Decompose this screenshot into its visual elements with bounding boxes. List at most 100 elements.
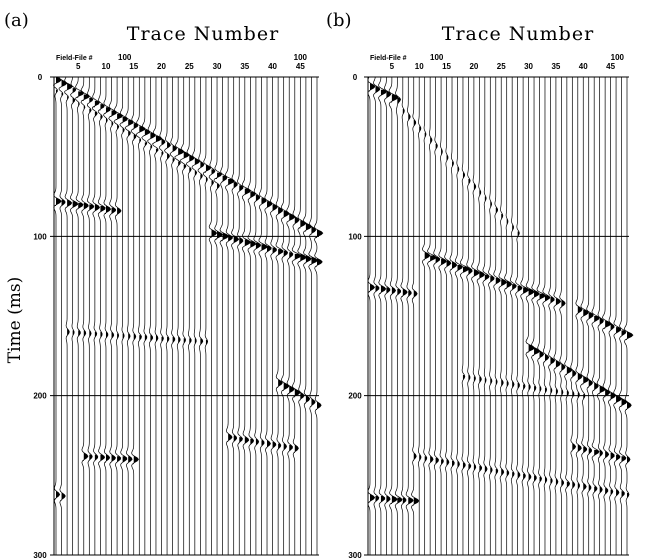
trace-12 [427, 77, 437, 555]
trace-46 [302, 77, 313, 555]
trace-fill-29 [209, 169, 217, 238]
trace-45 [607, 77, 617, 555]
trace-fill-29 [522, 287, 529, 481]
trace-24 [493, 77, 501, 555]
trace-fill-16 [450, 161, 457, 468]
trace-17 [141, 77, 151, 555]
trace-35 [241, 77, 251, 555]
trace-fill-21 [477, 190, 485, 473]
trace-fill-28 [203, 164, 211, 345]
x-tick-label: 25 [185, 62, 194, 71]
trace-20 [158, 77, 166, 555]
trace-39 [575, 77, 583, 555]
trace-40 [270, 77, 278, 555]
trace-43 [286, 77, 296, 555]
trace-7 [86, 77, 95, 555]
trace-fill-30 [526, 288, 535, 481]
trace-10 [418, 77, 422, 555]
x-tick-label: 15 [442, 62, 451, 71]
trace-fill-15 [132, 123, 139, 465]
trace-fill-39 [576, 306, 583, 490]
trace-33 [542, 77, 551, 555]
x-tick-label: 45 [296, 62, 305, 71]
x-tick-label: 25 [497, 62, 506, 71]
field-file-label: Field-File # [370, 55, 407, 62]
trace-fill-38 [571, 370, 577, 489]
x-tick-label: 40 [268, 62, 277, 71]
trace-fill-7 [401, 108, 408, 505]
y-tick-label: 200 [348, 392, 362, 401]
trace-fill-25 [188, 155, 195, 345]
trace-1 [53, 76, 62, 555]
trace-30 [525, 77, 536, 555]
trace-fill-30 [214, 172, 223, 240]
y-tick-label: 0 [38, 73, 43, 82]
trace-28 [515, 77, 523, 555]
trace-44 [602, 77, 612, 555]
trace-10 [103, 77, 112, 555]
x-tick-labels: 5 10 15 20 25 30 35 40 45 [76, 62, 305, 71]
trace-fill-1 [54, 77, 62, 500]
trace-2 [373, 76, 381, 555]
field-file-value: 100 [118, 53, 132, 62]
x-tick-label: 40 [579, 62, 588, 71]
trace-25 [186, 77, 195, 555]
x-tick-label: 15 [129, 62, 138, 71]
trace-fill-13 [120, 116, 128, 463]
wiggle-traces [364, 76, 634, 556]
trace-fill-27 [511, 225, 517, 479]
trace-fill-48 [315, 229, 323, 411]
trace-44 [291, 77, 302, 555]
trace-fill-31 [220, 175, 229, 242]
trace-41 [586, 77, 594, 555]
trace-fill-6 [81, 94, 90, 461]
trace-25 [498, 77, 507, 555]
field-file-end-value: 100 [294, 53, 308, 62]
trace-14 [438, 77, 447, 555]
trace-8 [405, 77, 414, 555]
y-tick-labels: 0 100 200 300 [33, 73, 47, 559]
trace-fill-26 [505, 218, 512, 477]
x-tick-label: 5 [76, 62, 81, 71]
trace-fill-8 [407, 113, 414, 505]
trace-32 [536, 77, 546, 555]
trace-26 [191, 77, 201, 555]
field-file-end-value: 100 [611, 53, 625, 62]
trace-38 [258, 77, 268, 555]
trace-48 [623, 77, 634, 555]
trace-47 [618, 77, 628, 555]
trace-48 [314, 77, 324, 555]
trace-fill-3 [65, 83, 73, 337]
y-axis-label: Time (ms) [5, 277, 25, 363]
x-tick-label: 35 [240, 62, 249, 71]
trace-fill-37 [255, 194, 261, 446]
trace-fill-9 [98, 104, 106, 461]
trace-20 [471, 77, 480, 555]
x-tick-label: 10 [415, 62, 424, 71]
trace-fill-8 [92, 100, 100, 461]
trace-16 [135, 77, 146, 555]
trace-fill-11 [109, 110, 117, 463]
wiggle-traces [50, 76, 324, 556]
trace-fill-27 [200, 161, 205, 345]
trace-32 [225, 77, 235, 555]
trace-19 [152, 77, 163, 555]
trace-6 [80, 77, 90, 555]
trace-fill-14 [126, 120, 134, 463]
trace-fill-12 [428, 137, 437, 463]
trace-21 [164, 77, 171, 555]
x-tick-label: 35 [551, 62, 560, 71]
x-tick-label: 45 [606, 62, 615, 71]
trace-12 [113, 77, 123, 555]
trace-6 [394, 77, 403, 555]
trace-39 [264, 77, 273, 555]
x-tick-label: 10 [102, 62, 111, 71]
panel-label: (b) [326, 10, 352, 31]
trace-23 [488, 77, 495, 555]
trace-fill-20 [473, 183, 480, 471]
trace-36 [559, 77, 566, 555]
trace-27 [197, 77, 205, 555]
trace-fill-36 [249, 191, 256, 446]
